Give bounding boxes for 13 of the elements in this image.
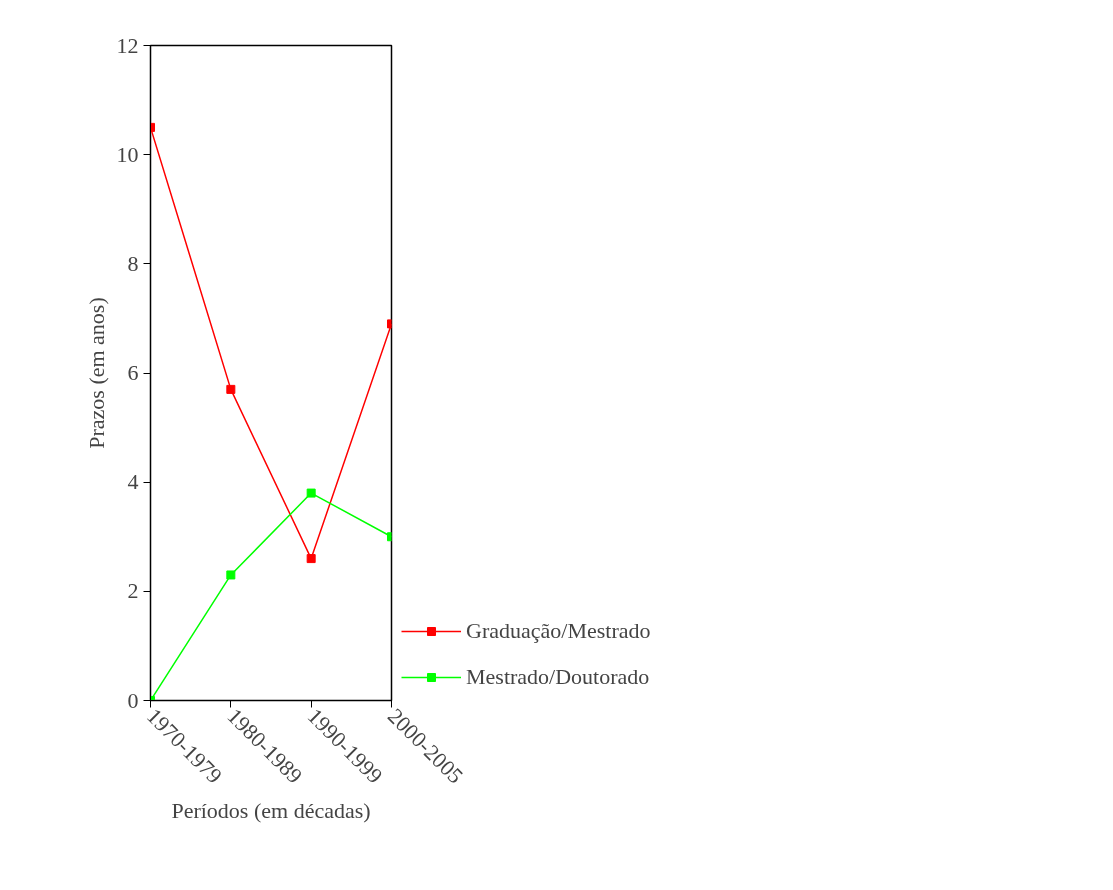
y-axis-title: Prazos (em anos) (83, 297, 109, 449)
y-tick-label: 8 (127, 250, 139, 276)
y-tick-label: 10 (116, 141, 139, 167)
y-tick-label: 12 (116, 32, 139, 58)
y-tick-label: 0 (127, 687, 139, 713)
y-tick-label: 4 (127, 469, 139, 495)
x-axis-title: Períodos (em décadas) (171, 797, 371, 823)
y-tick-label: 6 (127, 360, 139, 385)
legend-label: Mestrado/Doutorado (466, 664, 650, 690)
point (306, 488, 316, 498)
legend-label: Graduação/Mestrado (466, 618, 651, 644)
point (226, 570, 236, 580)
y-tick-label: 2 (127, 578, 139, 604)
